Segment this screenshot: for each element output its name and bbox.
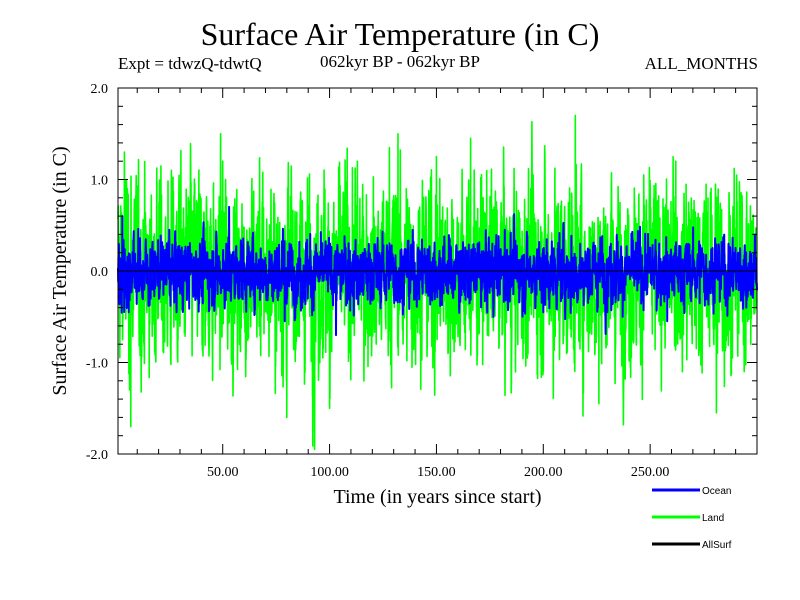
series-layer: [117, 114, 758, 451]
y-tick-label: -1.0: [86, 357, 108, 372]
x-tick-label: 50.00: [207, 465, 239, 480]
chart-title: Surface Air Temperature (in C): [200, 16, 600, 52]
legend-label-land: Land: [702, 513, 724, 524]
y-tick-label: -2.0: [86, 448, 108, 463]
y-tick-label: 1.0: [91, 174, 109, 189]
x-tick-label: 100.00: [310, 465, 349, 480]
series-line-ocean: [117, 205, 758, 337]
axis-layer: 50.00 100.00 150.00 200.00 250.00 -2.0 -1.0 0.0…: [49, 82, 758, 508]
x-tick-label: 250.00: [631, 465, 670, 480]
x-tick-label: 150.00: [417, 465, 456, 480]
y-tick-label: 0.0: [91, 265, 109, 280]
y-axis-label: Surface Air Temperature (in C): [49, 146, 71, 395]
x-tick-label: 200.00: [524, 465, 563, 480]
legend: Ocean Land AllSurf: [652, 486, 732, 551]
x-axis-label: Time (in years since start): [333, 486, 541, 508]
chart-subtitle-center: 062kyr BP - 062kyr BP: [320, 52, 480, 71]
chart-subtitle-right: ALL_MONTHS: [644, 54, 758, 73]
chart-subtitle-left: Expt = tdwzQ-tdwtQ: [118, 54, 262, 73]
legend-label-ocean: Ocean: [702, 486, 731, 497]
y-tick-label: 2.0: [91, 82, 109, 97]
legend-label-allsurf: AllSurf: [702, 540, 732, 551]
